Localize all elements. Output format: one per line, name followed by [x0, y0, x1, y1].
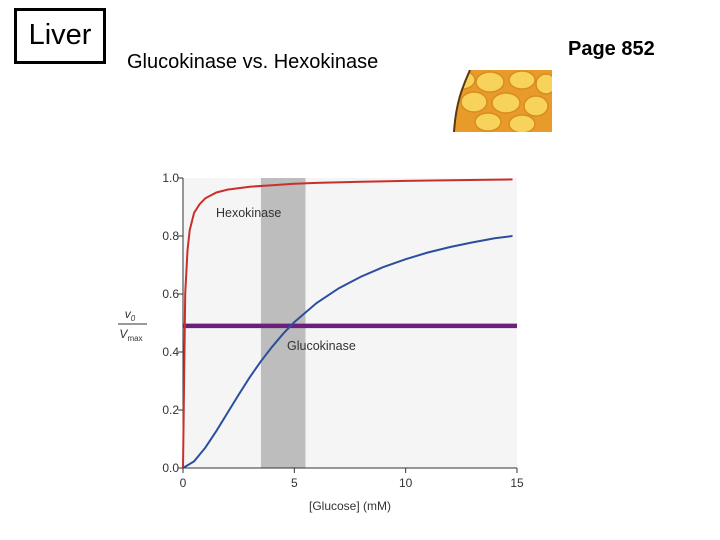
x-tick-label: 15	[510, 476, 524, 490]
x-tick-label: 0	[180, 476, 187, 490]
y-tick-label: 1.0	[162, 171, 179, 185]
shaded-concentration-band	[260, 178, 306, 468]
y-label-denominator: V	[119, 327, 128, 341]
x-tick-label: 10	[399, 476, 413, 490]
page-reference: Page 852	[568, 38, 655, 60]
y-tick-label: 0.0	[162, 461, 179, 475]
liver-cells-icon	[446, 70, 552, 132]
plot-background	[183, 178, 517, 468]
y-ticks: 0.0 0.2 0.4 0.6 0.8 1.0	[162, 171, 183, 475]
hexokinase-curve	[182, 178, 513, 469]
y-axis-label: v0 Vmax	[118, 307, 147, 343]
y-tick-label: 0.2	[162, 403, 179, 417]
x-ticks: 0 5 10 15	[180, 468, 524, 490]
y-tick-label: 0.8	[162, 229, 179, 243]
y-tick-label: 0.4	[162, 345, 179, 359]
y-label-denominator-sub: max	[127, 334, 142, 343]
glucokinase-label: Glucokinase	[287, 339, 356, 353]
y-label-numerator-sub: 0	[131, 314, 136, 323]
svg-text:v0: v0	[125, 307, 136, 323]
liver-label-box: Liver	[14, 8, 106, 64]
liver-label: Liver	[28, 19, 92, 51]
y-tick-label: 0.6	[162, 287, 179, 301]
svg-text:Vmax: Vmax	[119, 327, 142, 343]
x-axis-label: [Glucose] (mM)	[309, 499, 391, 513]
x-tick-label: 5	[291, 476, 298, 490]
slide-title: Glucokinase vs. Hexokinase	[127, 51, 379, 73]
hexokinase-label: Hexokinase	[216, 206, 281, 220]
glucokinase-curve	[182, 235, 513, 469]
y-label-numerator: v	[125, 307, 132, 321]
